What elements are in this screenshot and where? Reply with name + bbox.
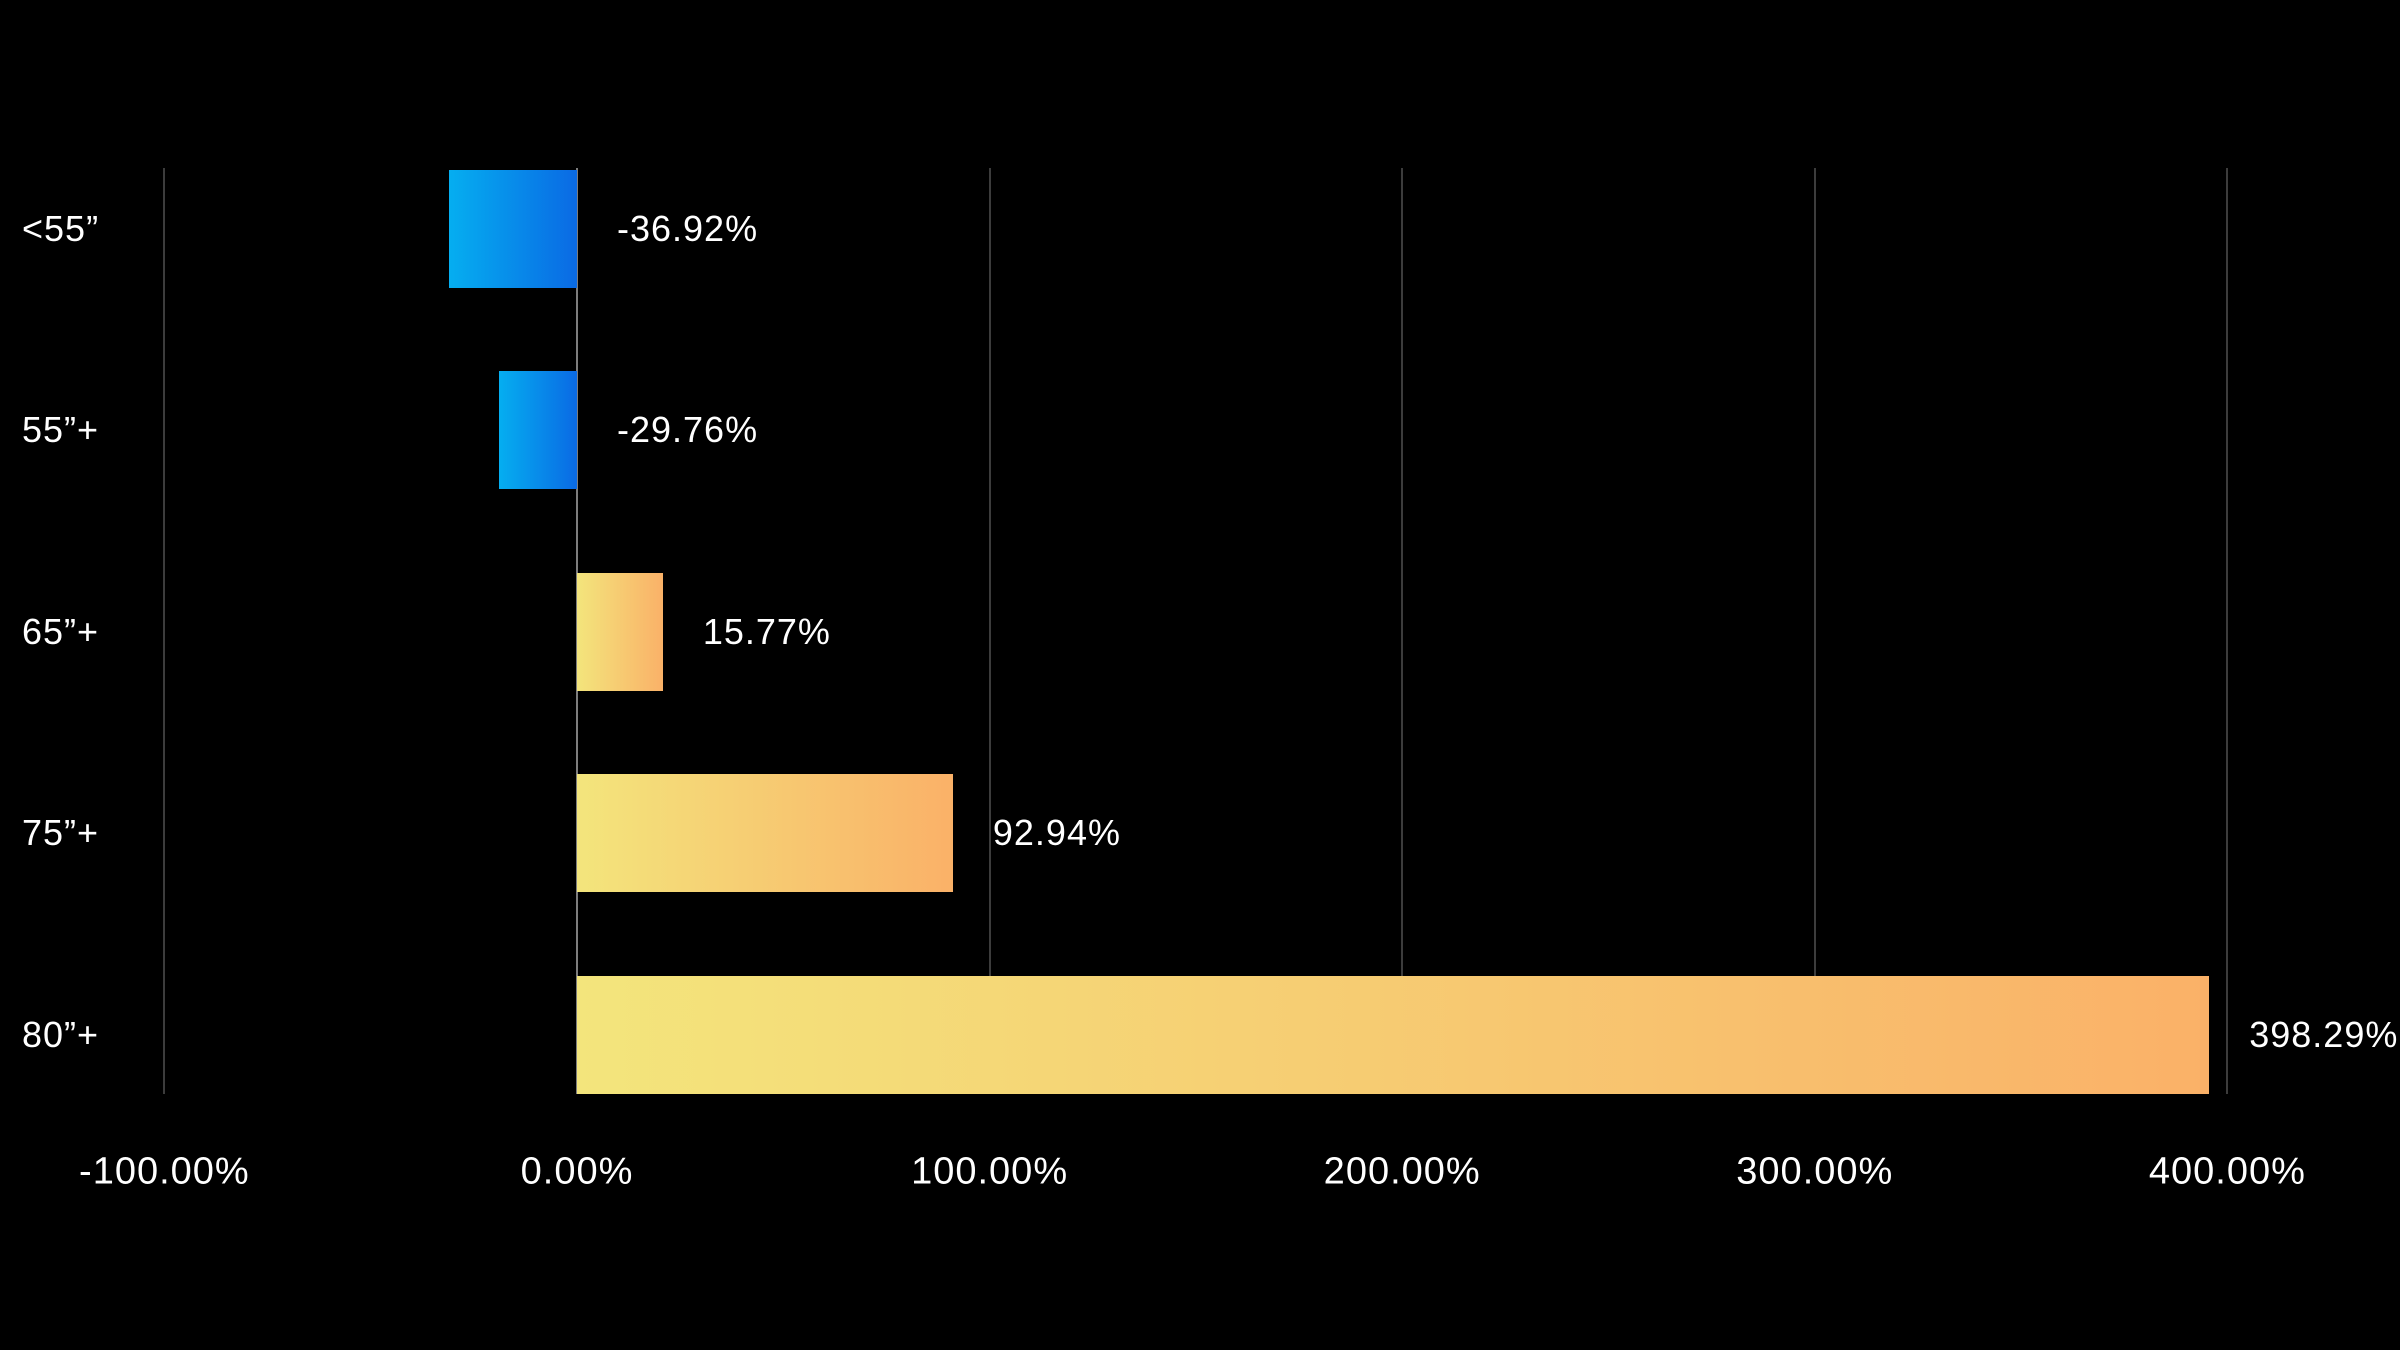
gridline (163, 168, 166, 1094)
x-axis-tick-label: 300.00% (1736, 1150, 1894, 1193)
bar-row-4 (577, 975, 2210, 1094)
category-label: <55” (22, 208, 100, 249)
gridline (2226, 168, 2229, 1094)
category-label: 65”+ (22, 610, 100, 652)
value-label: -29.76% (617, 409, 759, 451)
bar-row-3 (577, 774, 953, 893)
bar-row-1 (499, 371, 577, 490)
gridline (988, 168, 991, 1094)
bar-row-2 (577, 572, 663, 691)
value-label: 15.77% (702, 610, 831, 652)
x-axis-tick-label: 100.00% (911, 1150, 1069, 1193)
value-label: 92.94% (992, 812, 1121, 854)
bar-row-0 (449, 170, 577, 288)
value-label: -36.92% (617, 208, 759, 249)
x-axis-tick-label: 200.00% (1323, 1150, 1481, 1193)
gridline (1813, 168, 1816, 1094)
x-axis-tick-label: 0.00% (520, 1150, 634, 1193)
category-label: 55”+ (22, 409, 100, 451)
category-label: 80”+ (22, 1013, 100, 1055)
x-axis-tick-label: -100.00% (79, 1150, 250, 1193)
x-axis-tick-label: 400.00% (2148, 1150, 2306, 1193)
gridline (1401, 168, 1404, 1094)
value-label: 398.29% (2249, 1013, 2399, 1055)
category-label: 75”+ (22, 812, 100, 854)
